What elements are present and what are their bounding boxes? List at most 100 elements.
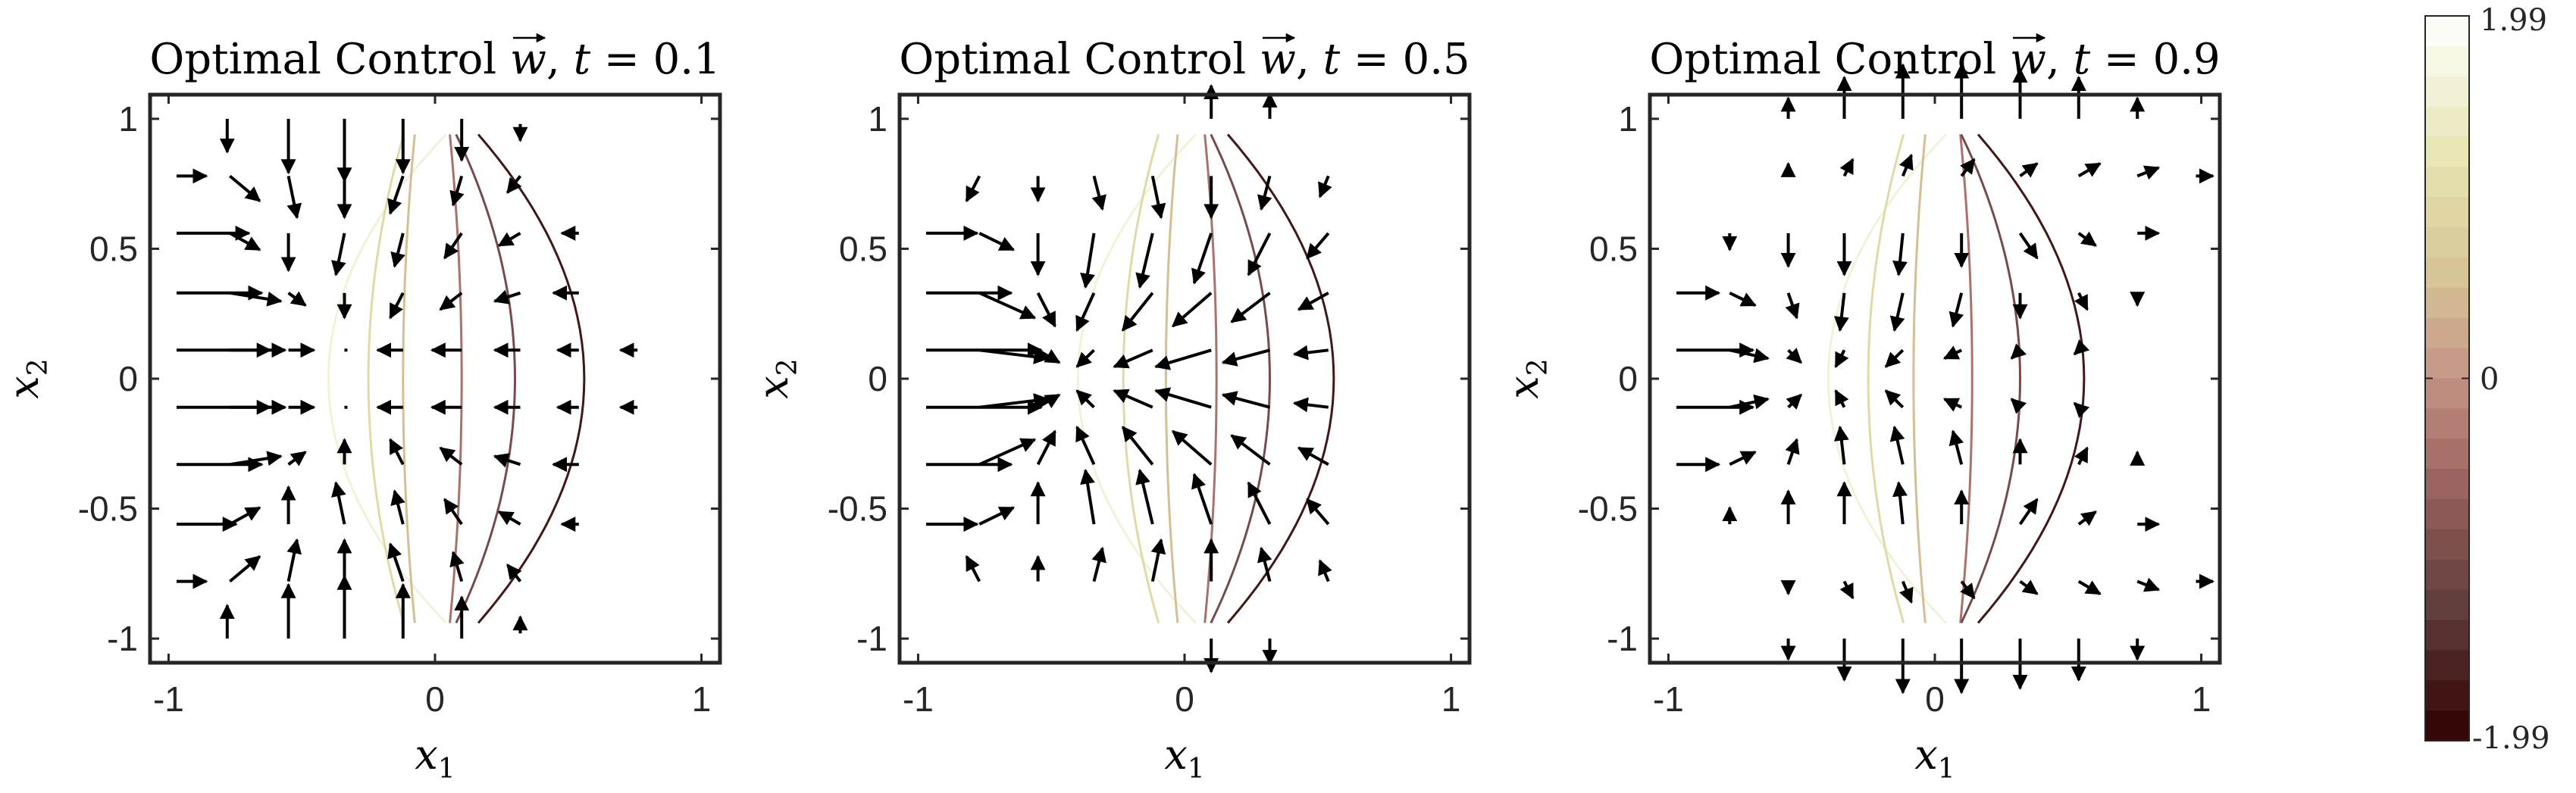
vector-arrow [1839, 580, 1855, 600]
ticks: -1 0 1 1 0.5 0 -0.5 -1 [78, 95, 720, 719]
y-tick-label: 1 [1618, 99, 1638, 139]
vector-arrow [1318, 559, 1332, 582]
ticks: -1 0 1 1 0.5 0 -0.5 -1 [828, 95, 1470, 719]
vector-arrow [1292, 397, 1329, 413]
vector-arrow [1834, 389, 1849, 408]
panel-title: Optimal Control w, t = 0.9 [1649, 35, 2220, 84]
vector-arrow [497, 510, 521, 526]
contour-line [327, 133, 447, 624]
vector-arrow [387, 175, 405, 215]
title-time-var: t [2074, 35, 2091, 84]
y-tick-label: -0.5 [78, 489, 138, 529]
vector-arrow [506, 175, 522, 194]
vector-arrow [1080, 233, 1096, 289]
vector-arrow [2073, 339, 2090, 356]
x-tick-label: -1 [153, 679, 184, 719]
vector-arrow [1786, 393, 1802, 411]
x-axis-label-sub: 1 [1938, 754, 1955, 785]
colorbar-band [2425, 439, 2469, 470]
y-tick-label: -1 [107, 619, 138, 658]
colorbar-band [2425, 559, 2469, 591]
contour-line [455, 133, 517, 624]
vector-arrow [1113, 389, 1153, 409]
vector-arrow [1960, 158, 1976, 177]
colorbar-band [2425, 469, 2469, 500]
vector-arrow [1075, 348, 1095, 368]
vector-arrow [2018, 232, 2039, 260]
title-time-value: = 0.1 [590, 35, 721, 84]
vector-arrow [2077, 579, 2102, 595]
vector-arrow [1292, 345, 1329, 361]
panel-2: -1 0 1 1 0.5 0 -0.5 -1 Optimal Control w, t = 0.… [750, 33, 1472, 785]
vector-arrow [1729, 292, 1757, 307]
vector-arrow [1113, 348, 1153, 369]
colorbar-frame [2424, 15, 2470, 741]
vector-arrow [978, 438, 1037, 467]
colorbar-mid-label: 0 [2480, 362, 2499, 397]
vector-arrow [389, 292, 405, 320]
title-time-value: = 0.5 [1340, 35, 1470, 84]
colorbar-band [2425, 317, 2469, 349]
colorbar-band [2425, 227, 2469, 258]
x-tick-label: 0 [1925, 679, 1945, 719]
colorbar-band [2425, 620, 2469, 651]
vector-arrow [1230, 434, 1271, 466]
panel-title: Optimal Control w, t = 0.5 [899, 35, 1470, 84]
title-time-var: t [574, 35, 591, 84]
vector-arrow [1080, 468, 1096, 525]
colorbar-band [2425, 589, 2469, 621]
vector-arrow [1839, 158, 1855, 177]
contours [1826, 133, 2086, 624]
vector-arrow [497, 232, 521, 248]
vector-arrow [1221, 391, 1271, 409]
vector-arrow [1899, 580, 1914, 604]
vector-arrow [1247, 232, 1272, 276]
vector-arrow [229, 174, 261, 202]
x-tick-label: -1 [903, 679, 934, 719]
vector-arrow [1154, 348, 1212, 370]
colorbar-band [2425, 287, 2469, 319]
contour-line [1960, 133, 2022, 624]
vector-arrow [287, 451, 307, 467]
x-tick-label: 1 [2192, 679, 2211, 719]
vector-arrow [1036, 292, 1056, 328]
vector-arrow [287, 291, 307, 307]
vector-arrow [1075, 425, 1096, 466]
vector-arrow [2074, 446, 2089, 466]
title-separator: , [1296, 35, 1323, 84]
plot-area [1650, 95, 2220, 663]
title-prefix: Optimal Control [1649, 35, 2010, 84]
vector-arrow [229, 506, 261, 526]
vector-arrow [1960, 580, 1976, 600]
vector-arrow [2010, 398, 2027, 414]
y-tick-label: -0.5 [1578, 489, 1638, 529]
vector-arrow [1121, 292, 1154, 332]
vector-field [926, 84, 1332, 673]
vector-arrow [1191, 233, 1213, 285]
x-axis-label: x1 [1914, 731, 1955, 785]
y-tick-label: 0.5 [89, 229, 138, 268]
vector-arrow [390, 233, 405, 268]
x-axis-label-sub: 1 [438, 754, 455, 785]
title-prefix: Optimal Control [149, 35, 510, 84]
vector-arrow [1884, 389, 1905, 409]
vector-arrow [1036, 429, 1056, 466]
colorbar-max-label: 1.99 [2480, 3, 2547, 38]
colorbar-band [2425, 650, 2469, 681]
vector-arrow [965, 175, 981, 203]
x-tick-label: -1 [1653, 679, 1684, 719]
vector-arrow [1892, 233, 1908, 276]
contour-line [449, 134, 463, 623]
vector-arrow [1889, 292, 1905, 332]
colorbar-min-label: -1.99 [2472, 721, 2550, 756]
vector-arrow [2074, 292, 2089, 311]
vector-arrow [1135, 468, 1154, 525]
y-axis-label-var: x [0, 376, 48, 398]
y-tick-label: -1 [1607, 619, 1638, 658]
contours [1076, 133, 1335, 624]
colorbar-band [2425, 258, 2469, 289]
vector-arrow [449, 175, 465, 207]
colorbar-band [2425, 76, 2469, 108]
vector-arrow [389, 438, 405, 466]
